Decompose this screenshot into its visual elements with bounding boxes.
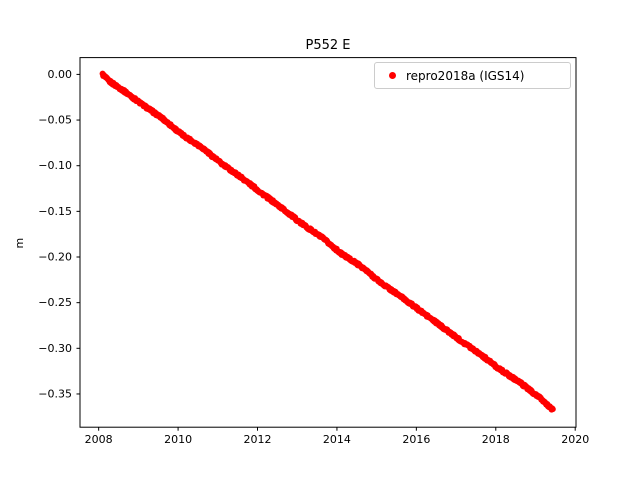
x-tick-label: 2008 xyxy=(85,433,113,446)
axes-frame xyxy=(79,57,577,428)
scatter-series xyxy=(99,70,556,413)
y-tick-label: −0.35 xyxy=(38,387,72,400)
legend-dot-icon xyxy=(389,72,396,79)
y-tick-label: −0.10 xyxy=(38,159,72,172)
y-tick-label: 0.00 xyxy=(48,68,73,81)
y-tick-label: −0.05 xyxy=(38,114,72,127)
legend: repro2018a (IGS14) xyxy=(374,62,571,89)
x-tick-label: 2014 xyxy=(323,433,351,446)
x-tick-label: 2012 xyxy=(244,433,272,446)
x-tick-label: 2016 xyxy=(402,433,430,446)
legend-label: repro2018a (IGS14) xyxy=(406,68,525,83)
chart-title: P552 E xyxy=(305,38,351,53)
y-tick-label: −0.30 xyxy=(38,342,72,355)
x-tick-label: 2020 xyxy=(561,433,589,446)
y-tick-label: −0.25 xyxy=(38,296,72,309)
data-point xyxy=(549,406,556,413)
y-tick-label: −0.20 xyxy=(38,251,72,264)
x-tick-label: 2018 xyxy=(482,433,510,446)
x-tick-label: 2010 xyxy=(164,433,192,446)
y-tick-label: −0.15 xyxy=(38,205,72,218)
